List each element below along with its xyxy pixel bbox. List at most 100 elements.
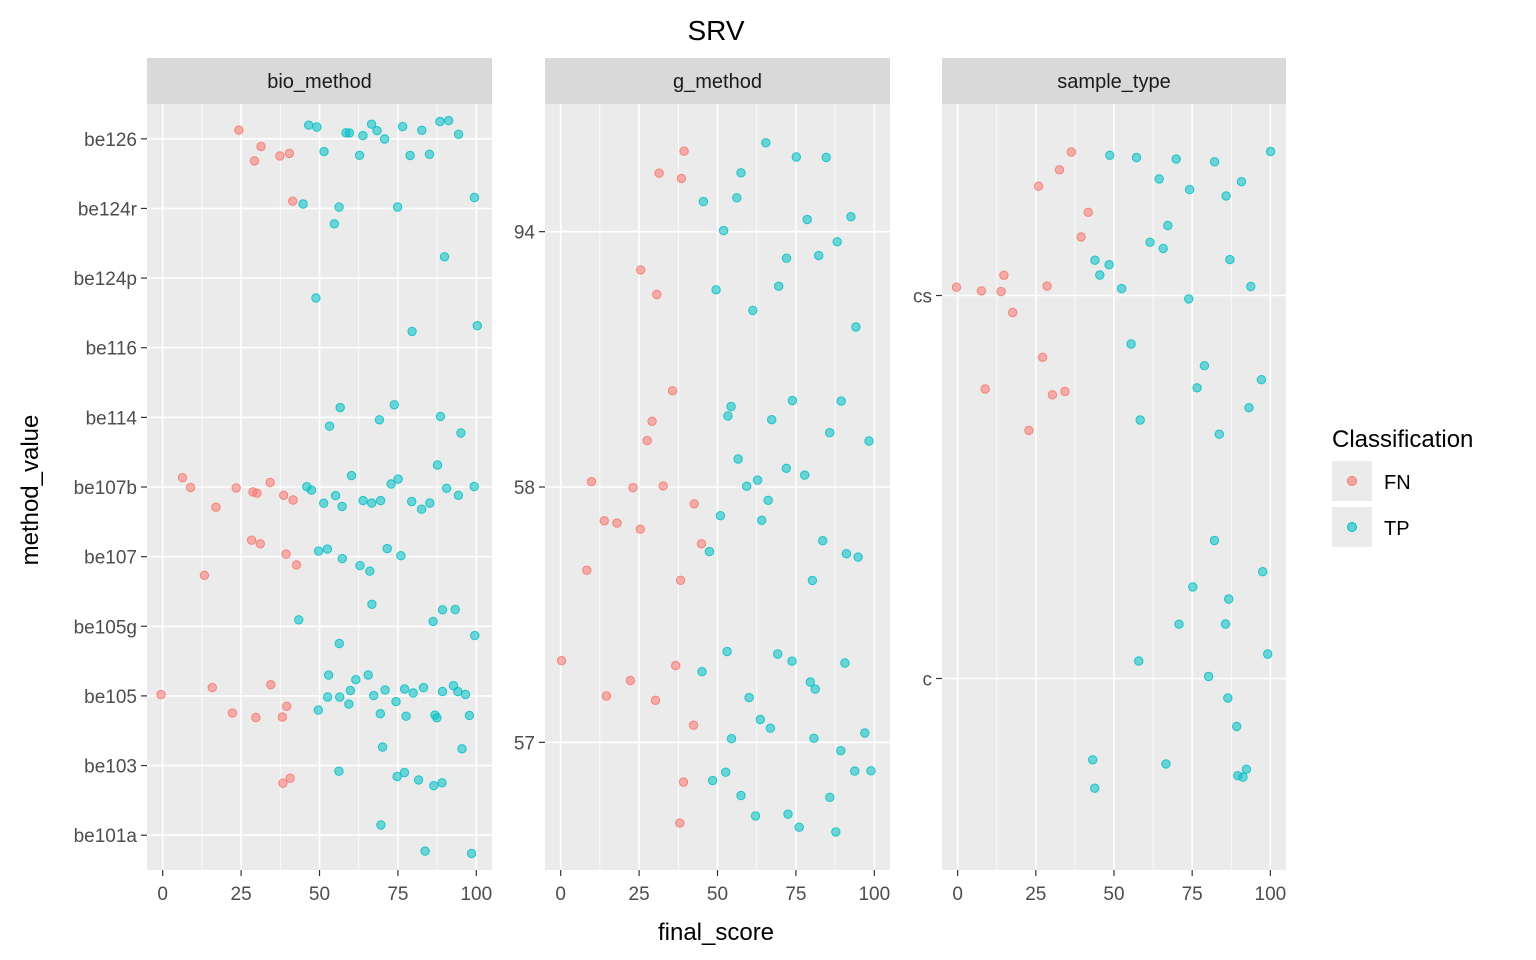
data-point-tp xyxy=(460,689,471,700)
data-point-fn xyxy=(675,575,686,585)
data-point-tp xyxy=(726,401,736,412)
data-point-tp xyxy=(723,411,733,421)
y-axis-label: method_value xyxy=(17,415,44,566)
data-point-fn xyxy=(612,518,622,528)
data-point-tp xyxy=(732,193,742,203)
data-point-fn xyxy=(1033,181,1044,191)
data-point-fn xyxy=(636,265,646,275)
data-point-tp xyxy=(322,544,333,554)
data-point-fn xyxy=(679,146,689,156)
y-tick-label: be124r xyxy=(78,199,138,220)
data-point-tp xyxy=(757,515,767,525)
data-point-tp xyxy=(736,790,746,801)
x-tick-label: 25 xyxy=(629,884,650,905)
data-point-tp xyxy=(1223,693,1233,703)
data-point-tp xyxy=(298,199,308,209)
data-point-tp xyxy=(1174,619,1184,629)
data-point-fn xyxy=(211,502,221,512)
data-point-tp xyxy=(1241,764,1252,774)
data-point-tp xyxy=(846,212,856,222)
data-point-tp xyxy=(443,115,454,126)
data-point-fn xyxy=(1066,147,1077,157)
data-point-tp xyxy=(401,711,411,721)
data-point-tp xyxy=(810,684,820,694)
data-point-fn xyxy=(231,483,241,493)
x-tick-label: 50 xyxy=(309,884,330,905)
data-point-tp xyxy=(742,481,752,491)
data-point-fn xyxy=(1047,390,1058,400)
y-tick-label: be107 xyxy=(84,548,137,569)
data-point-fn xyxy=(227,708,238,718)
data-point-tp xyxy=(425,498,435,508)
data-point-tp xyxy=(1232,721,1242,732)
data-point-tp xyxy=(1225,254,1235,265)
data-point-fn xyxy=(255,539,265,549)
data-point-tp xyxy=(345,685,356,696)
data-point-tp xyxy=(428,616,438,627)
y-tick-label: 58 xyxy=(514,478,535,499)
x-tick-label: 75 xyxy=(1182,884,1203,905)
x-tick-label: 50 xyxy=(1103,884,1124,905)
data-point-tp xyxy=(860,728,870,738)
data-point-tp xyxy=(1258,567,1268,577)
data-point-tp xyxy=(748,305,758,316)
data-point-fn xyxy=(246,535,257,545)
data-point-fn xyxy=(556,656,567,666)
data-point-tp xyxy=(344,699,354,709)
data-point-tp xyxy=(322,692,333,702)
data-point-tp xyxy=(344,128,355,138)
data-point-tp xyxy=(783,809,793,819)
data-point-fn xyxy=(654,168,664,178)
data-point-tp xyxy=(802,214,812,225)
y-tick-label: be105g xyxy=(74,617,137,638)
data-point-tp xyxy=(453,129,464,140)
data-point-tp xyxy=(382,543,392,554)
data-point-fn xyxy=(252,488,262,498)
data-point-tp xyxy=(294,615,304,625)
data-point-tp xyxy=(311,293,321,303)
chart-title: SRV xyxy=(687,15,744,46)
data-point-tp xyxy=(1163,220,1173,231)
data-point-tp xyxy=(851,322,861,332)
data-point-tp xyxy=(319,146,329,157)
facet-strip-g_method xyxy=(545,58,890,104)
x-tick-label: 0 xyxy=(555,884,566,905)
data-point-tp xyxy=(733,454,743,464)
x-tick-label: 50 xyxy=(707,884,728,905)
data-point-tp xyxy=(407,496,417,507)
data-point-fn xyxy=(288,196,298,206)
data-point-tp xyxy=(704,546,715,557)
x-tick-label: 100 xyxy=(1255,884,1287,905)
data-point-fn xyxy=(265,477,275,488)
data-point-tp xyxy=(698,196,709,207)
data-point-tp xyxy=(814,250,824,261)
data-point-tp xyxy=(1221,191,1231,201)
data-point-tp xyxy=(407,326,417,337)
data-point-tp xyxy=(374,415,385,425)
data-point-tp xyxy=(386,479,396,489)
data-point-fn xyxy=(976,286,987,296)
data-point-tp xyxy=(375,709,385,719)
data-point-tp xyxy=(377,742,388,752)
data-point-tp xyxy=(416,504,427,514)
data-point-tp xyxy=(380,685,390,695)
data-point-fn xyxy=(156,689,166,700)
data-point-fn xyxy=(234,125,244,135)
data-point-tp xyxy=(807,575,818,586)
data-point-tp xyxy=(417,125,427,136)
data-point-tp xyxy=(763,495,773,505)
data-point-fn xyxy=(951,282,962,292)
data-point-tp xyxy=(470,630,480,641)
data-point-tp xyxy=(825,792,835,802)
data-point-tp xyxy=(367,599,377,609)
data-point-fn xyxy=(288,495,298,505)
data-point-fn xyxy=(980,384,990,394)
facet-strip-label: bio_method xyxy=(267,71,372,93)
y-tick-label: be103 xyxy=(84,757,137,778)
data-point-fn xyxy=(599,516,609,526)
data-point-tp xyxy=(1088,755,1098,765)
data-point-fn xyxy=(1042,281,1052,291)
data-point-fn xyxy=(251,712,261,723)
data-point-fn xyxy=(650,695,661,705)
data-point-tp xyxy=(1116,283,1127,294)
